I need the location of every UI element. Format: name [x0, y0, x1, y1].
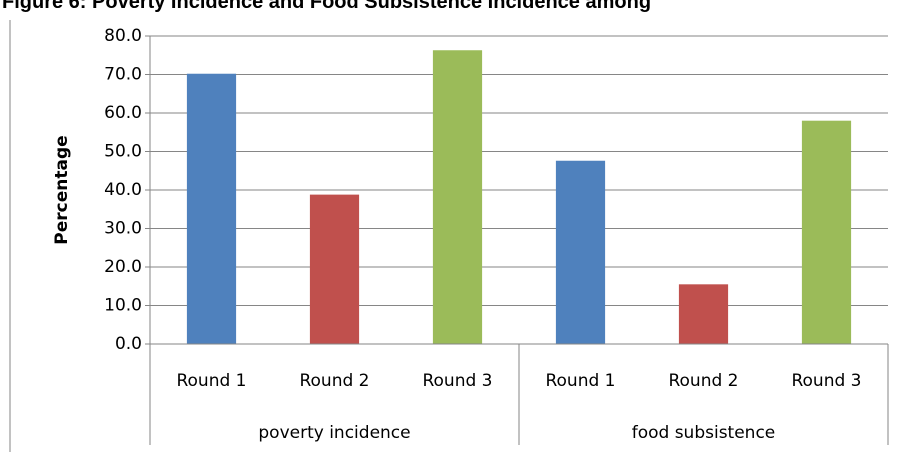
- x-tick-label: Round 3: [422, 371, 492, 391]
- y-tick-label: 10.0: [104, 296, 142, 316]
- x-tick-label: Round 1: [176, 371, 246, 391]
- bar: [186, 73, 237, 344]
- y-tick-label: 30.0: [104, 219, 142, 239]
- bar: [555, 160, 606, 344]
- y-axis-label: Percentage: [52, 135, 72, 244]
- x-tick-label: Round 2: [299, 371, 369, 391]
- y-tick-label: 60.0: [104, 103, 142, 123]
- bar: [432, 50, 483, 345]
- y-tick-label: 0.0: [115, 334, 142, 354]
- bar: [309, 194, 360, 344]
- bar: [801, 120, 852, 344]
- chart-title: Figure 6: Poverty Incidence and Food Sub…: [2, 0, 651, 13]
- group-label: poverty incidence: [258, 423, 410, 443]
- bar: [678, 284, 729, 344]
- x-tick-label: Round 3: [791, 371, 861, 391]
- y-tick-label: 50.0: [104, 142, 142, 162]
- x-tick-label: Round 2: [668, 371, 738, 391]
- y-tick-label: 70.0: [104, 65, 142, 85]
- y-tick-label: 80.0: [104, 26, 142, 46]
- group-label: food subsistence: [632, 423, 776, 443]
- y-tick-label: 40.0: [104, 180, 142, 200]
- y-tick-label: 20.0: [104, 257, 142, 277]
- x-tick-label: Round 1: [545, 371, 615, 391]
